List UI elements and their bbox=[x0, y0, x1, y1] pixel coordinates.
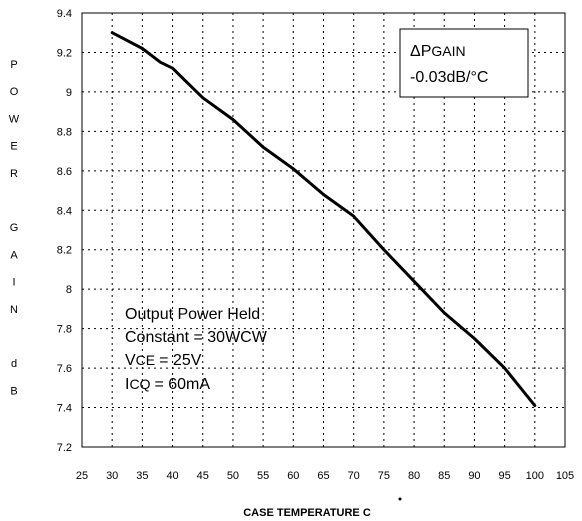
x-tick-label: 95 bbox=[499, 470, 511, 482]
y-tick-label: 8.6 bbox=[57, 166, 72, 178]
conditions-annotation: Output Power Held Constant = 30WCW VCE = … bbox=[125, 306, 268, 393]
y-axis-label-letter: R bbox=[10, 168, 18, 180]
y-axis-label: P O W E R G A I Nd B bbox=[9, 59, 20, 397]
x-tick-labels: 25 30 35 40 45 50 55 60 65 70 75 80 85 90 95 100 105 bbox=[76, 470, 574, 482]
y-tick-label: 8.2 bbox=[57, 245, 72, 257]
x-tick-label: 85 bbox=[438, 470, 450, 482]
vce-value: = 25V bbox=[159, 352, 202, 369]
x-tick-label: 55 bbox=[257, 470, 269, 482]
y-tick-label: 8.4 bbox=[57, 205, 72, 217]
annotation-line-2: Constant = 30WCW bbox=[125, 329, 268, 346]
y-axis-label-letter: G bbox=[10, 222, 19, 234]
vce-sub: CE bbox=[136, 352, 155, 368]
x-tick-label: 40 bbox=[166, 470, 178, 482]
coefficient-box: ΔPGAIN -0.03dB/°C bbox=[399, 28, 529, 98]
x-tick-label: 30 bbox=[106, 470, 118, 482]
y-tick-label: 8 bbox=[66, 284, 72, 296]
x-axis-label: CASE TEMPERATURE C bbox=[243, 507, 371, 519]
y-tick-labels: 7.2 7.4 7.6 7.8 8 8.2 8.4 8.6 8.8 9 9.2 9.4 bbox=[57, 8, 72, 454]
x-tick-label: 105 bbox=[556, 470, 574, 482]
y-axis-label-letter: I bbox=[12, 277, 15, 289]
annotation-vce: VCE = 25V bbox=[125, 352, 202, 369]
y-axis-label-letter: P bbox=[10, 59, 17, 71]
x-tick-label: 35 bbox=[136, 470, 148, 482]
delta-symbol: Δ bbox=[410, 43, 421, 60]
icq-sub: CQ bbox=[129, 376, 150, 392]
y-axis-label-letter: E bbox=[10, 141, 17, 153]
icq-value: = 60mA bbox=[154, 376, 210, 393]
coefficient-box-frame bbox=[399, 28, 529, 98]
coefficient-label: ΔPGAIN bbox=[410, 43, 466, 60]
coefficient-sub: GAIN bbox=[431, 43, 465, 59]
x-tick-label: 100 bbox=[526, 470, 544, 482]
annotation-line-1: Output Power Held bbox=[125, 306, 260, 323]
x-tick-label: 70 bbox=[348, 470, 360, 482]
y-axis-label-letter: A bbox=[10, 249, 18, 261]
series-line bbox=[110, 31, 537, 408]
x-tick-label: 75 bbox=[378, 470, 390, 482]
x-tick-label: 60 bbox=[287, 470, 299, 482]
y-tick-label: 7.4 bbox=[57, 403, 72, 415]
coefficient-value: -0.03dB/°C bbox=[410, 69, 488, 86]
x-tick-label: 50 bbox=[227, 470, 239, 482]
coefficient-main: P bbox=[421, 43, 432, 60]
y-axis-label-letter: W bbox=[9, 113, 20, 125]
y-tick-label: 7.6 bbox=[57, 363, 72, 375]
annotation-icq: ICQ = 60mA bbox=[125, 376, 210, 393]
icq-main: I bbox=[125, 376, 129, 393]
y-axis-label-letter: d bbox=[11, 358, 17, 370]
x-tick-label: 90 bbox=[468, 470, 480, 482]
y-tick-label: 7.8 bbox=[57, 324, 72, 336]
x-tick-label: 45 bbox=[197, 470, 209, 482]
x-tick-label: 80 bbox=[408, 470, 420, 482]
x-tick-label: 25 bbox=[76, 470, 88, 482]
y-tick-label: 8.8 bbox=[57, 126, 72, 138]
y-tick-label: 7.2 bbox=[57, 442, 72, 454]
degree-dot bbox=[398, 497, 402, 501]
y-tick-label: 9 bbox=[66, 87, 72, 99]
x-tick-label: 65 bbox=[317, 470, 329, 482]
y-tick-label: 9.4 bbox=[57, 8, 72, 20]
plot-frame bbox=[81, 12, 566, 448]
y-axis-label-letter: O bbox=[10, 86, 19, 98]
vce-main: V bbox=[125, 352, 136, 369]
y-axis-label-letter: N bbox=[10, 304, 18, 316]
y-tick-label: 9.2 bbox=[57, 47, 72, 59]
y-axis-label-letter: B bbox=[10, 385, 17, 397]
